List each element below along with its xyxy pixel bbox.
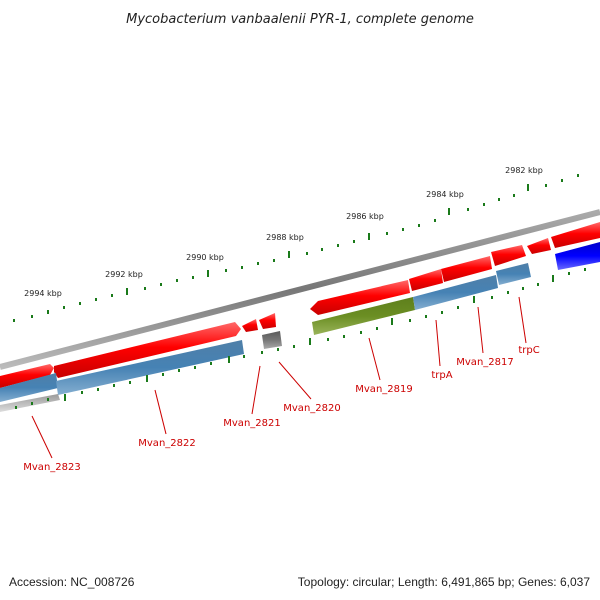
- tick-label-2990: 2990 kbp: [186, 253, 224, 262]
- gene-bar-mvan-2823-reverse[interactable]: [0, 373, 58, 402]
- gene-label-mvan-2817[interactable]: Mvan_2817: [456, 357, 513, 368]
- gene-bar-trpa-reverse[interactable]: [413, 275, 498, 310]
- gene-arrow-mvan-2820-top[interactable]: [259, 313, 276, 329]
- gene-label-mvan-2823[interactable]: Mvan_2823: [23, 462, 80, 473]
- inner-tick-row: [15, 268, 586, 409]
- gene-bar-mvan-2817-reverse[interactable]: [496, 263, 531, 285]
- tick-label-2982: 2982 kbp: [505, 166, 543, 175]
- tick-label-2994: 2994 kbp: [24, 289, 62, 298]
- gene-label-mvan-2820[interactable]: Mvan_2820: [283, 403, 340, 414]
- genome-summary-text: Topology: circular; Length: 6,491,865 bp…: [298, 575, 591, 589]
- gene-arrow-next-top[interactable]: [527, 238, 551, 254]
- gene-arrow-mvan-2817-top[interactable]: [441, 256, 492, 282]
- gene-arrow-mvan-2823-top[interactable]: [0, 364, 54, 388]
- genome-backbone: [0, 209, 600, 370]
- accession-text: Accession: NC_008726: [9, 575, 135, 589]
- tick-label-2986: 2986 kbp: [346, 212, 384, 221]
- gene-arrow-trpc-top[interactable]: [491, 245, 526, 266]
- tick-label-2988: 2988 kbp: [266, 233, 304, 242]
- forward-strand-genes: [0, 222, 600, 388]
- gene-bar-mvan-2819-reverse[interactable]: [312, 297, 415, 335]
- gene-label-mvan-2819[interactable]: Mvan_2819: [355, 384, 412, 395]
- gene-arrow-mvan-2822-top[interactable]: [54, 322, 241, 378]
- gene-bar-bright-reverse[interactable]: [555, 242, 600, 270]
- gene-label-mvan-2822[interactable]: Mvan_2822: [138, 438, 195, 449]
- gene-bar-mvan-2822-reverse[interactable]: [56, 340, 244, 395]
- gene-arrow-trpa-top[interactable]: [409, 269, 443, 291]
- gene-label-trpc[interactable]: trpC: [518, 345, 539, 356]
- tick-label-2984: 2984 kbp: [426, 190, 464, 199]
- tick-label-2992: 2992 kbp: [105, 270, 143, 279]
- outer-tick-row: [13, 174, 579, 322]
- gene-arrow-mvan-2819-top[interactable]: [310, 280, 410, 315]
- gene-arrow-mvan-2821-top[interactable]: [242, 319, 258, 332]
- map-title: Mycobacterium vanbaalenii PYR-1, complet…: [126, 12, 474, 27]
- gene-label-mvan-2821[interactable]: Mvan_2821: [223, 418, 280, 429]
- gene-label-trpa[interactable]: trpA: [431, 370, 452, 381]
- gene-arrow-edge-top[interactable]: [551, 222, 600, 248]
- gene-leader-lines: [31, 296, 527, 459]
- gene-bar-mvan-2820-reverse[interactable]: [262, 331, 282, 349]
- reverse-strand-genes: [0, 242, 600, 412]
